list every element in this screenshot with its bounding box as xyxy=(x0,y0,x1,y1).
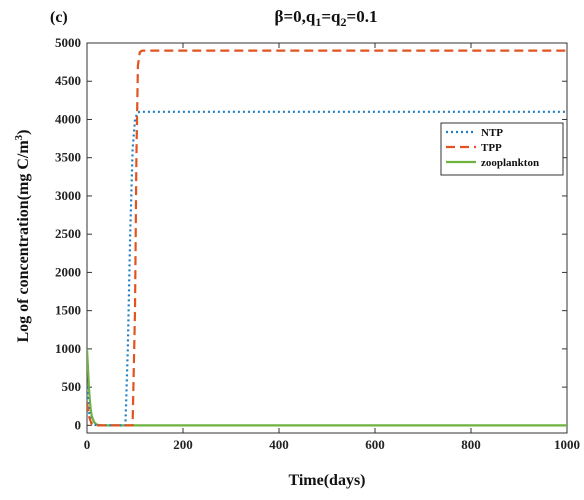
legend-label-ntp: NTP xyxy=(481,127,503,139)
y-tick-label: 5000 xyxy=(55,35,81,50)
x-axis-label: Time(days) xyxy=(288,472,365,489)
x-tick-label: 400 xyxy=(269,437,289,452)
x-tick-label: 200 xyxy=(173,437,193,452)
y-tick-label: 2500 xyxy=(55,226,81,241)
x-tick-label: 600 xyxy=(365,437,385,452)
series-layer xyxy=(87,49,567,427)
x-tick-label: 0 xyxy=(84,437,91,452)
legend: NTP TPP zooplankton xyxy=(440,122,564,176)
y-axis-label: Log of concentration(mg C/m3) xyxy=(13,129,32,342)
y-axis-ticks: 0 500 1000 1500 2000 2500 3000 3500 4000 4500 5000 xyxy=(55,35,567,432)
y-tick-label: 1500 xyxy=(55,303,81,318)
x-axis-ticks: 0 200 400 600 800 1000 xyxy=(84,43,580,452)
legend-label-tpp: TPP xyxy=(481,142,502,154)
chart-title: β=0,q1=q2=0.1 xyxy=(275,7,378,29)
series-line-ntp xyxy=(87,110,567,427)
y-tick-label: 4000 xyxy=(55,111,81,126)
x-tick-label: 1000 xyxy=(554,437,580,452)
plot-area-frame xyxy=(86,42,568,434)
legend-label-zooplankton: zooplankton xyxy=(481,157,539,169)
panel-label: (c) xyxy=(50,9,68,26)
y-tick-label: 0 xyxy=(75,417,82,432)
y-tick-label: 4500 xyxy=(55,73,81,88)
x-tick-label: 800 xyxy=(461,437,481,452)
y-tick-label: 3000 xyxy=(55,188,81,203)
y-tick-label: 1000 xyxy=(55,341,81,356)
series-line-tpp xyxy=(87,49,567,427)
y-tick-label: 2000 xyxy=(55,264,81,279)
y-tick-label: 500 xyxy=(62,379,82,394)
y-tick-label: 3500 xyxy=(55,150,81,165)
series-line-zooplankton xyxy=(87,348,567,427)
